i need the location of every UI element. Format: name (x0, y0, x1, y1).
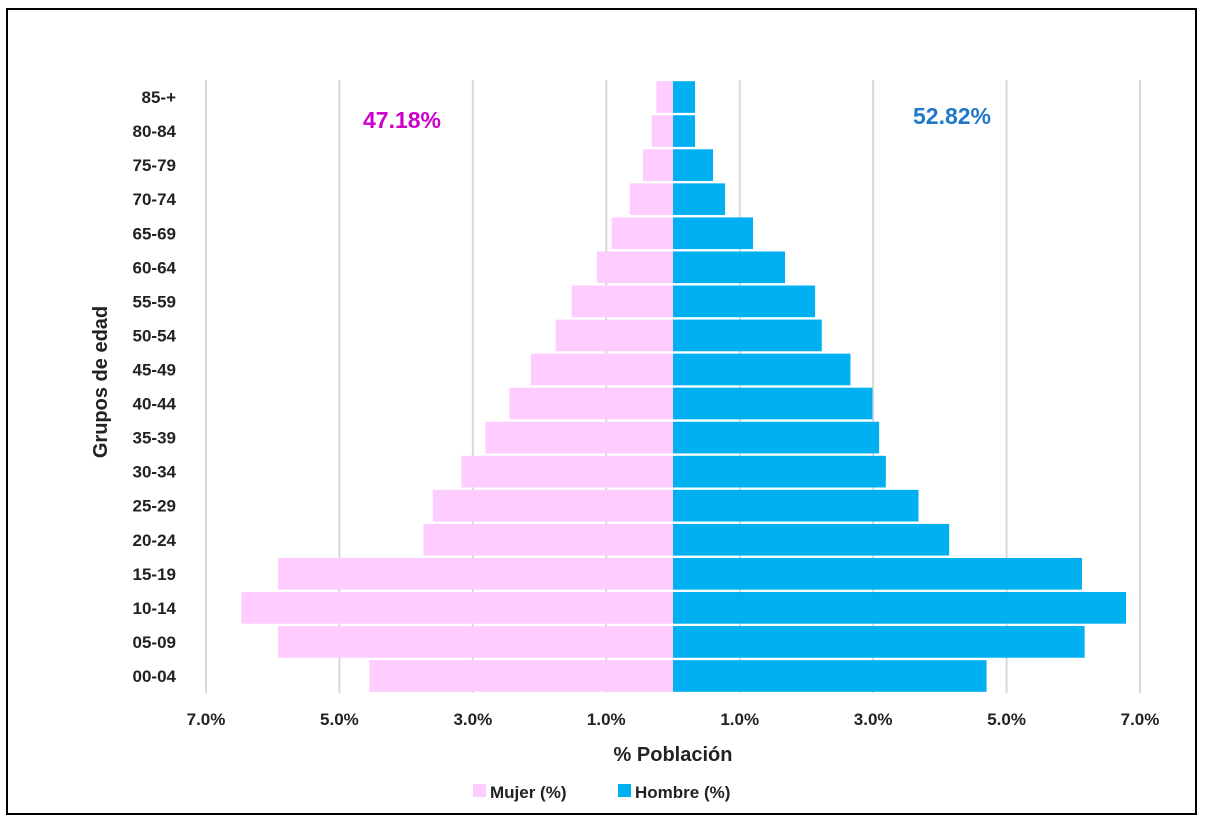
y-tick-label: 35-39 (133, 429, 176, 448)
y-tick-label: 75-79 (133, 156, 176, 175)
bar-hombre-55-59 (673, 285, 816, 318)
x-tick-label: 5.0% (320, 710, 359, 729)
gridlines (205, 80, 1141, 693)
y-tick-label: 20-24 (133, 531, 177, 550)
male-total-label: 52.82% (913, 103, 991, 129)
bar-mujer-50-54 (555, 319, 673, 352)
bar-hombre-85-+ (673, 81, 696, 113)
bar-hombre-20-24 (673, 523, 950, 556)
y-tick-label: 55-59 (133, 292, 176, 311)
female-total-label: 47.18% (363, 107, 441, 133)
x-axis-title: % Población (614, 744, 733, 766)
bars (241, 81, 1126, 692)
x-tick-label: 7.0% (1121, 710, 1160, 729)
y-tick-label: 85-+ (142, 88, 177, 107)
x-axis-ticks: 7.0% 5.0% 3.0% 1.0% 1.0% 3.0% 5.0% 7.0% (187, 710, 1160, 729)
y-tick-label: 10-14 (133, 599, 177, 618)
chart-frame: 85-+ 80-84 75-79 70-74 65-69 60-64 55-59 50-54 4… (6, 8, 1197, 815)
bar-mujer-60-64 (596, 251, 673, 284)
bar-hombre-25-29 (673, 489, 919, 522)
bar-mujer-15-19 (278, 557, 673, 590)
bar-mujer-30-34 (461, 455, 673, 488)
y-tick-label: 50-54 (133, 326, 177, 345)
x-tick-label: 7.0% (187, 710, 226, 729)
y-tick-label: 80-84 (133, 122, 177, 141)
x-tick-label: 3.0% (854, 710, 893, 729)
bar-mujer-00-04 (369, 660, 673, 692)
bar-hombre-70-74 (673, 183, 726, 216)
x-tick-label: 1.0% (720, 710, 759, 729)
bar-hombre-30-34 (673, 455, 886, 488)
y-axis-title: Grupos de edad (90, 306, 112, 458)
bar-hombre-15-19 (673, 557, 1082, 590)
bar-hombre-65-69 (673, 217, 754, 250)
bar-mujer-25-29 (432, 489, 673, 522)
legend: Mujer (%) Hombre (%) (473, 783, 730, 802)
bar-mujer-70-74 (629, 183, 673, 216)
y-tick-label: 70-74 (133, 190, 177, 209)
bar-mujer-10-14 (241, 592, 673, 624)
population-pyramid-chart: 85-+ 80-84 75-79 70-74 65-69 60-64 55-59 50-54 4… (90, 80, 1160, 802)
bar-mujer-65-69 (611, 217, 673, 250)
bar-mujer-80-84 (651, 115, 673, 147)
bar-hombre-35-39 (673, 421, 880, 454)
bar-hombre-10-14 (673, 592, 1126, 624)
y-tick-label: 45-49 (133, 360, 176, 379)
bar-mujer-45-49 (530, 353, 673, 386)
x-tick-label: 1.0% (587, 710, 626, 729)
y-tick-label: 30-34 (133, 463, 177, 482)
y-tick-label: 65-69 (133, 224, 176, 243)
bar-mujer-75-79 (642, 149, 673, 181)
bar-hombre-50-54 (673, 319, 822, 352)
bar-mujer-35-39 (485, 421, 673, 454)
bar-hombre-75-79 (673, 149, 714, 181)
y-tick-label: 05-09 (133, 633, 176, 652)
bar-hombre-60-64 (673, 251, 786, 284)
y-tick-label: 00-04 (133, 667, 177, 686)
y-tick-label: 40-44 (133, 395, 177, 414)
bar-mujer-55-59 (571, 285, 673, 318)
bar-mujer-40-44 (509, 387, 673, 420)
bar-hombre-05-09 (673, 626, 1085, 658)
bar-hombre-00-04 (673, 660, 987, 692)
y-tick-label: 15-19 (133, 565, 176, 584)
y-tick-label: 60-64 (133, 258, 177, 277)
legend-swatch-mujer (473, 784, 486, 797)
x-tick-label: 5.0% (987, 710, 1026, 729)
bar-hombre-40-44 (673, 387, 873, 420)
legend-label-mujer: Mujer (%) (490, 783, 567, 802)
x-tick-label: 3.0% (453, 710, 492, 729)
bar-mujer-20-24 (423, 523, 673, 556)
bar-hombre-80-84 (673, 115, 696, 147)
bar-hombre-45-49 (673, 353, 851, 386)
bar-mujer-05-09 (278, 626, 673, 658)
bar-mujer-85-+ (656, 81, 673, 113)
legend-swatch-hombre (618, 784, 631, 797)
legend-label-hombre: Hombre (%) (635, 783, 730, 802)
y-axis-ticks: 85-+ 80-84 75-79 70-74 65-69 60-64 55-59 50-54 4… (133, 88, 177, 686)
y-tick-label: 25-29 (133, 497, 176, 516)
